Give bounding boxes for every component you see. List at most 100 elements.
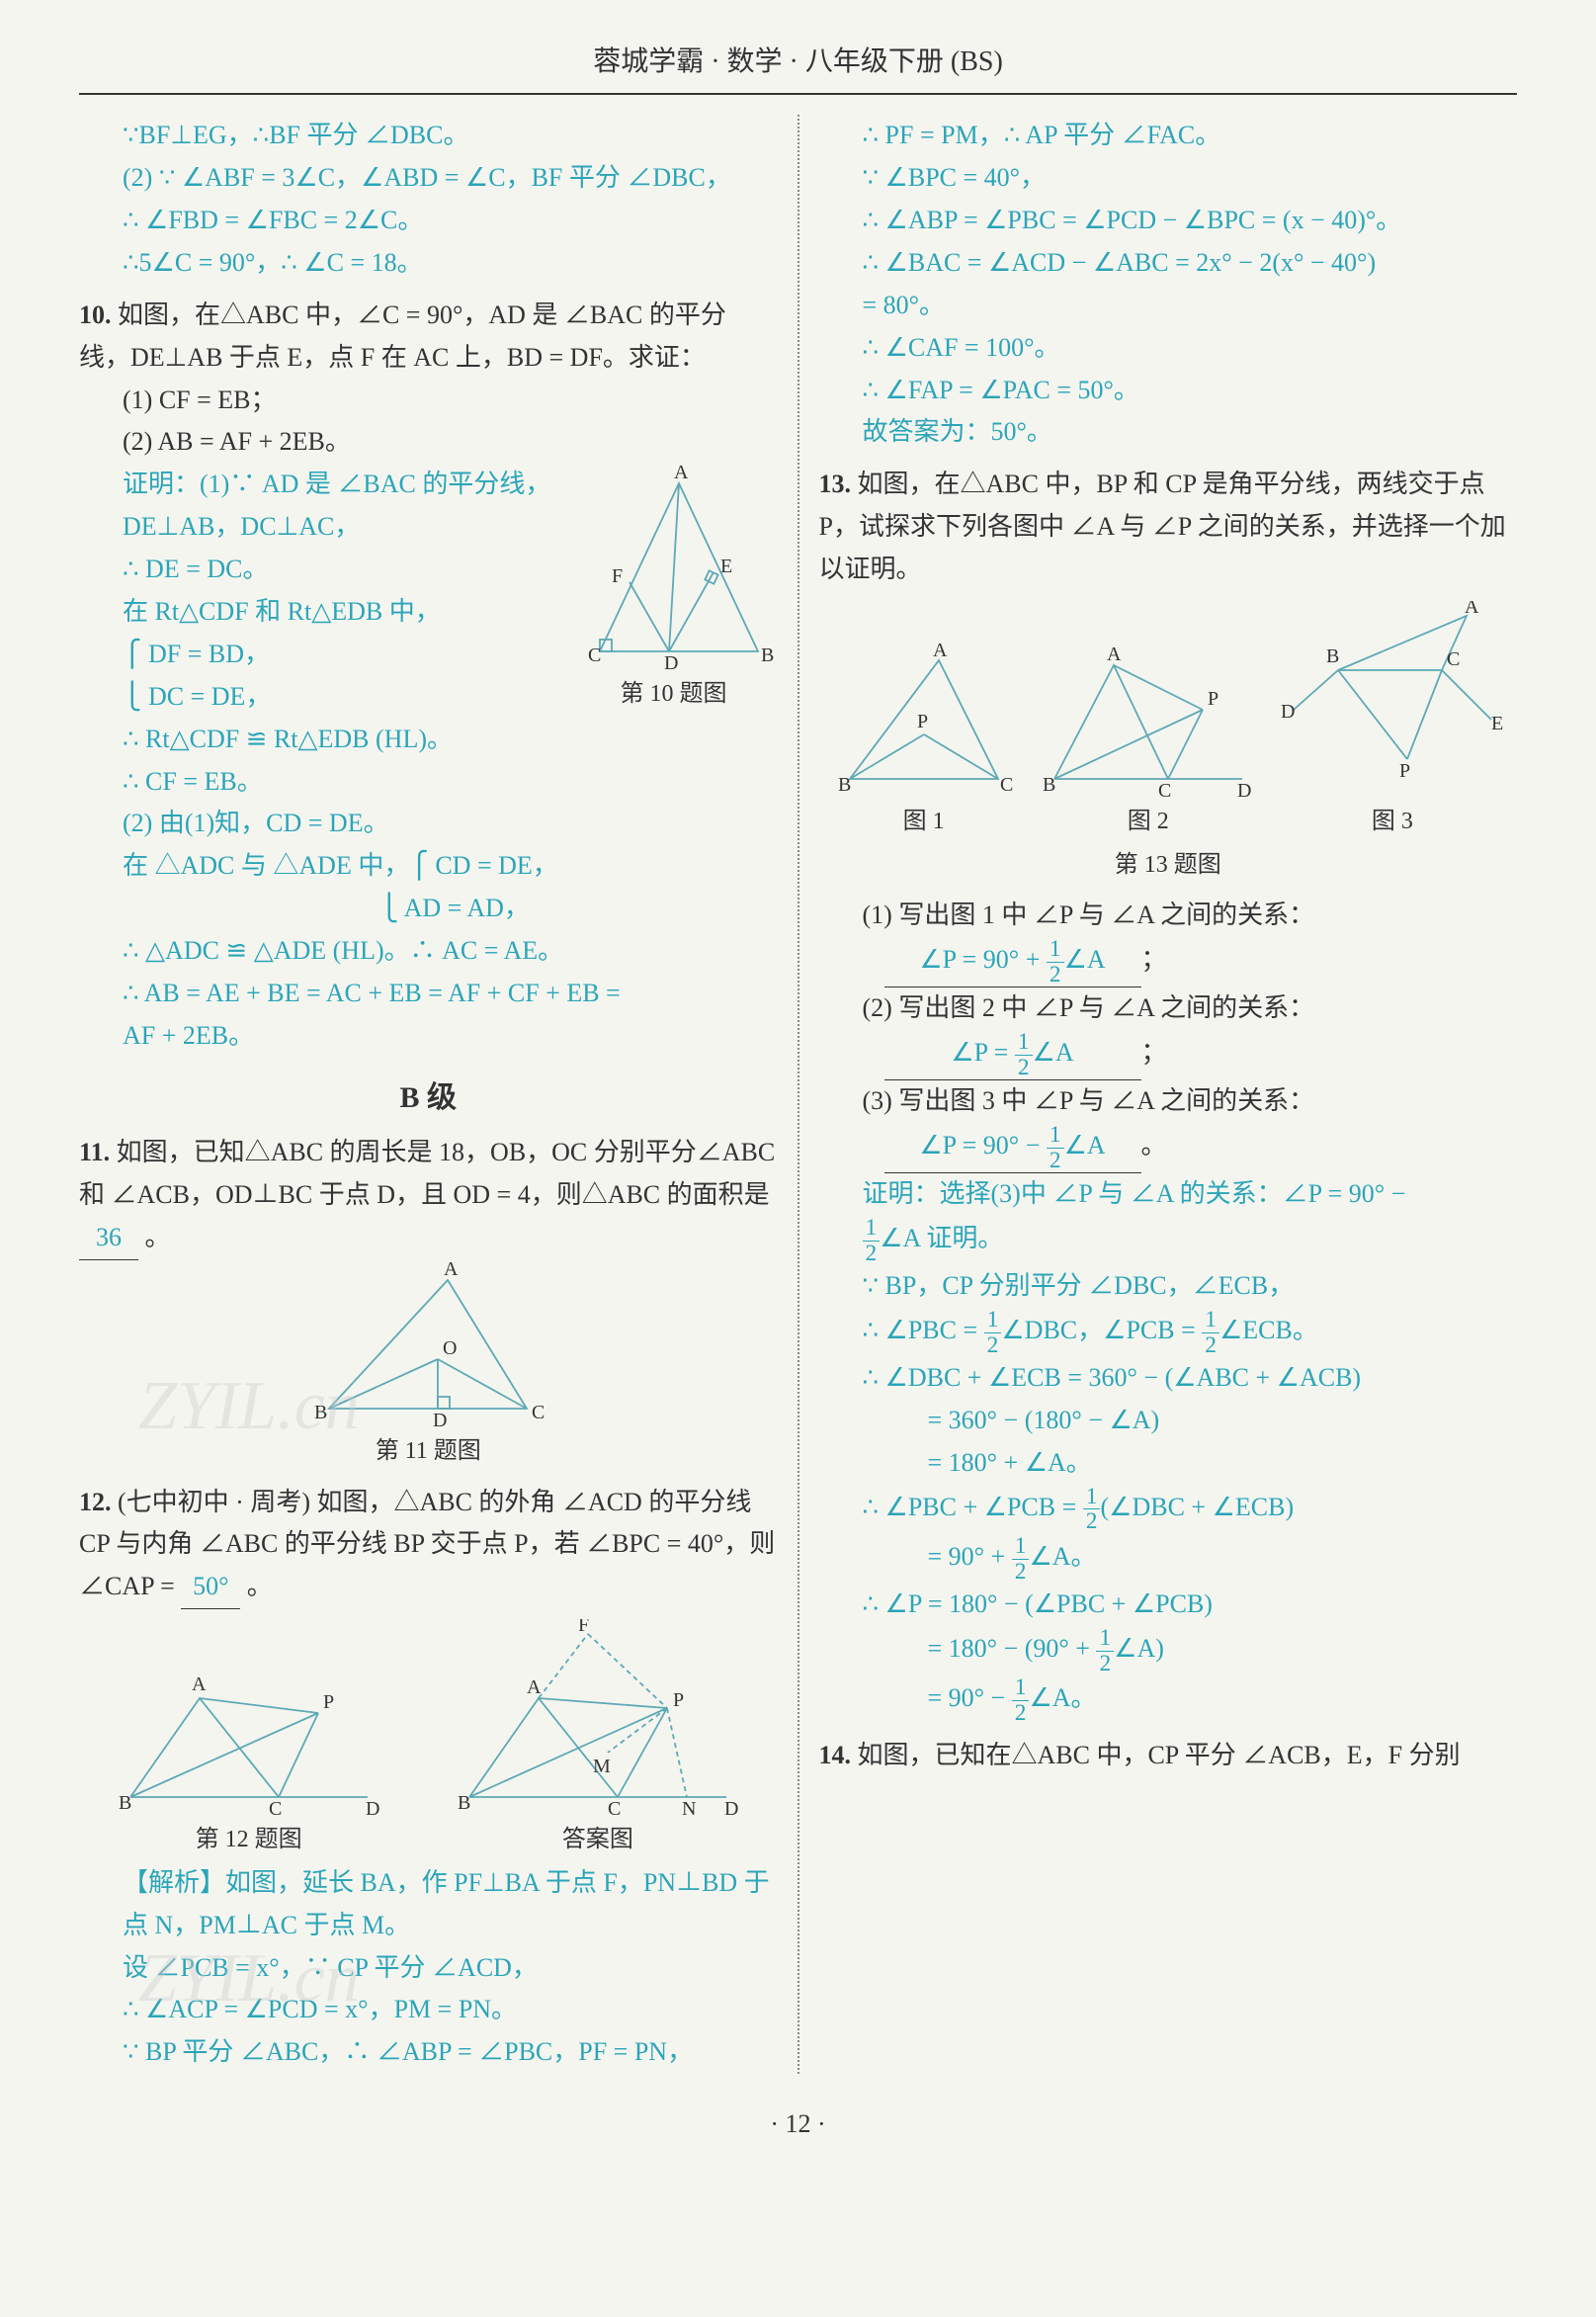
svg-text:B: B (1043, 774, 1055, 796)
svg-text:C: C (588, 644, 601, 666)
text-line: 在 Rt△CDF 和 Rt△EDB 中， (123, 591, 560, 634)
text-line: ⎩ AD = AD， (123, 888, 778, 930)
p9-tail: ∵BF⊥EG，∴BF 平分 ∠DBC。 (2) ∵ ∠ABF = 3∠C，∠AB… (79, 115, 778, 285)
text-line: 设 ∠PCB = x°，∵ CP 平分 ∠ACD， (123, 1947, 778, 1990)
svg-text:D: D (664, 652, 678, 671)
fill-blank: 50° (181, 1566, 240, 1609)
two-column-layout: ∵BF⊥EG，∴BF 平分 ∠DBC。 (2) ∵ ∠ABF = 3∠C，∠AB… (79, 115, 1517, 2074)
diagram: A B C P (830, 641, 1018, 799)
sub-q: (2) 写出图 2 中 ∠P 与 ∠A 之间的关系： (819, 987, 1518, 1030)
text: 如图，在△ABC 中，∠C = 90°，AD 是 ∠BAC 的平分线，DE⊥AB… (79, 300, 726, 372)
figure-sublabel: 图 1 (830, 803, 1018, 842)
svg-text:F: F (612, 565, 623, 587)
figure-caption: 第 11 题图 (79, 1432, 778, 1472)
figure-13-2: A B C D P 图 2 (1040, 641, 1257, 842)
figure-caption: 第 12 题图 (111, 1821, 387, 1860)
text-line: 12∠A 证明。 (863, 1216, 1518, 1265)
answer-block-cont: (2) 由(1)知，CD = DE。 在 △ADC 与 △ADE 中，⎧ CD … (79, 803, 778, 1057)
page-header: 蓉城学霸 · 数学 · 八年级下册 (BS) (79, 40, 1517, 95)
sub-q: (1) 写出图 1 中 ∠P 与 ∠A 之间的关系： (819, 895, 1518, 937)
problem-number: 13. (819, 470, 852, 498)
svg-text:B: B (458, 1792, 470, 1814)
text-line: = 80°。 (863, 285, 1518, 327)
text: ∠A (1064, 1131, 1106, 1159)
text-line: 在 △ADC 与 △ADE 中，⎧ CD = DE， (123, 845, 778, 888)
svg-text:C: C (1158, 780, 1171, 799)
text-line: = 360° − (180° − ∠A) (863, 1400, 1518, 1442)
text-line: ∴ ∠ABP = ∠PBC = ∠PCD − ∠BPC = (x − 40)°。 (863, 200, 1518, 242)
text: ； (1141, 1038, 1167, 1067)
text-line: ∴ PF = PM，∴ AP 平分 ∠FAC。 (863, 115, 1518, 157)
svg-text:C: C (532, 1402, 545, 1423)
problem-number: 12. (79, 1488, 112, 1516)
text-line: AF + 2EB。 (123, 1015, 778, 1058)
text-line: (2) 由(1)知，CD = DE。 (123, 803, 778, 845)
text-line: ∴ DE = DC。 (123, 549, 560, 591)
svg-text:P: P (323, 1691, 334, 1713)
figure-11: A B C D O ZYIL.cn 第 11 题图 (79, 1260, 778, 1472)
figure-12-right: A B C D P F M N 答案图 (450, 1619, 746, 1860)
text-line: 证明：选择(3)中 ∠P 与 ∠A 的关系：∠P = 90° − (863, 1173, 1518, 1216)
problem-stem: 12. (七中初中 · 周考) 如图，△ABC 的外角 ∠ACD 的平分线 CP… (79, 1482, 778, 1610)
sub-q: (1) CF = EB； (79, 380, 778, 422)
problem-number: 14. (819, 1741, 852, 1769)
svg-text:D: D (1281, 701, 1295, 723)
right-column: ∴ PF = PM，∴ AP 平分 ∠FAC。 ∵ ∠BPC = 40°， ∴ … (819, 115, 1518, 2074)
text-line: = 90° + 12∠A。 (863, 1534, 1518, 1584)
svg-text:B: B (838, 774, 851, 796)
problem-number: 11. (79, 1138, 110, 1166)
text-line: 故答案为：50°。 (863, 411, 1518, 454)
proof-block: 证明：选择(3)中 ∠P 与 ∠A 的关系：∠P = 90° − 12∠A 证明… (819, 1173, 1518, 1725)
text-line: ∴ ∠PBC + ∠PCB = 12(∠DBC + ∠ECB) (863, 1485, 1518, 1534)
text: ∠P = (951, 1038, 1014, 1067)
text-line: ∴ AB = AE + BE = AC + EB = AF + CF + EB … (123, 973, 778, 1015)
figure-caption: 答案图 (450, 1821, 746, 1860)
text-line: ∴ ∠DBC + ∠ECB = 360° − (∠ABC + ∠ACB) (863, 1357, 1518, 1400)
svg-text:B: B (314, 1402, 327, 1423)
text: ∠A (1033, 1038, 1074, 1067)
svg-text:P: P (917, 711, 928, 732)
problem-10: 10. 如图，在△ABC 中，∠C = 90°，AD 是 ∠BAC 的平分线，D… (79, 295, 778, 1058)
text-line: ∴ ∠FBD = ∠FBC = 2∠C。 (123, 200, 778, 242)
problem-11: 11. 如图，已知△ABC 的周长是 18，OB，OC 分别平分∠ABC 和 ∠… (79, 1132, 778, 1471)
svg-text:B: B (119, 1792, 131, 1814)
svg-text:P: P (1399, 760, 1410, 782)
page-footer: · 12 · (79, 2103, 1517, 2146)
left-column: ∵BF⊥EG，∴BF 平分 ∠DBC。 (2) ∵ ∠ABF = 3∠C，∠AB… (79, 115, 778, 2074)
svg-text:B: B (1326, 645, 1339, 667)
svg-text:C: C (1000, 774, 1013, 796)
figure-13-1: A B C P 图 1 (830, 641, 1018, 842)
svg-text:E: E (1491, 713, 1503, 734)
text: 。 (247, 1572, 273, 1600)
text: 。 (145, 1223, 171, 1251)
figure-caption: 第 10 题图 (570, 675, 778, 715)
svg-text:A: A (1107, 644, 1122, 665)
diagram: A B C D P F M N (450, 1619, 746, 1817)
text-line: ⎩ DC = DE， (123, 676, 560, 719)
text-line: ∵ BP 平分 ∠ABC，∴ ∠ABP = ∠PBC，PF = PN， (123, 2031, 778, 2074)
section-b-title: B 级 (79, 1073, 778, 1123)
text: 如图，在△ABC 中，BP 和 CP 是角平分线，两线交于点 P，试探求下列各图… (819, 470, 1506, 583)
labels: A B C D E F (588, 464, 774, 671)
text: ∠A (1064, 945, 1106, 974)
text-line: = 180° + ∠A。 (863, 1442, 1518, 1485)
svg-text:D: D (366, 1798, 379, 1817)
figure-13-row: A B C P 图 1 (819, 601, 1518, 842)
answer-block: 【解析】如图，延长 BA，作 PF⊥BA 于点 F，PN⊥BD 于点 N，PM⊥… (79, 1862, 778, 2074)
text: ∠P = 90° + (919, 945, 1047, 974)
triangle-diagram: A B C D O (280, 1260, 576, 1428)
figure-sublabel: 图 2 (1040, 803, 1257, 842)
text-line: = 90° − 12∠A。 (863, 1675, 1518, 1725)
svg-text:M: M (593, 1756, 611, 1777)
text-line: ∴ CF = EB。 (123, 761, 560, 804)
svg-text:C: C (269, 1798, 282, 1817)
text-line: ∵ BP，CP 分别平分 ∠DBC，∠ECB， (863, 1265, 1518, 1308)
figure-caption: 第 13 题图 (819, 846, 1518, 886)
svg-text:A: A (192, 1673, 207, 1695)
text-line: ∴ ∠FAP = ∠PAC = 50°。 (863, 370, 1518, 412)
fill-blank-line: ∠P = 90° − 12∠A 。 (819, 1123, 1518, 1173)
text-line: ∴ ∠P = 180° − (∠PBC + ∠PCB) (863, 1584, 1518, 1626)
text-line: ∴ ∠ACP = ∠PCD = x°，PM = PN。 (123, 1989, 778, 2031)
svg-text:P: P (1208, 688, 1218, 710)
sub-q: (2) AB = AF + 2EB。 (79, 421, 778, 464)
